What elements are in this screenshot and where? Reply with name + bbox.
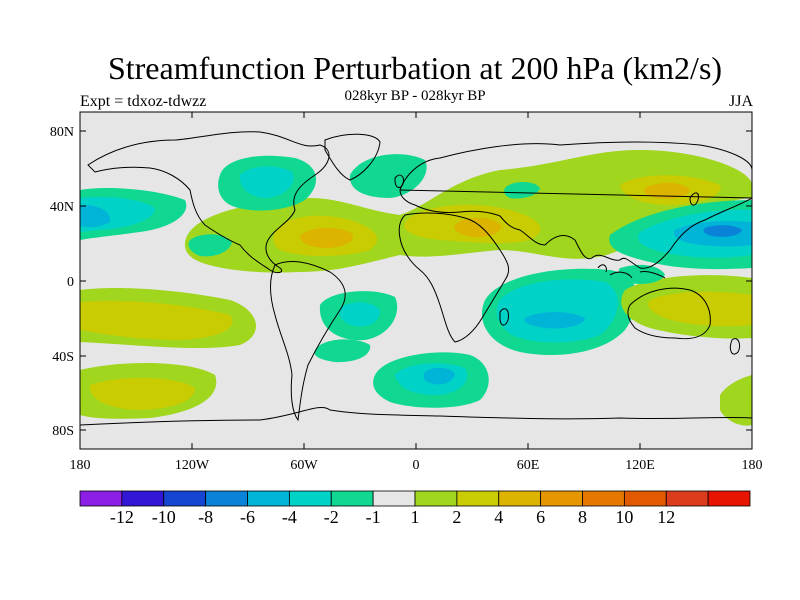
colorbar-swatch [205, 490, 248, 507]
lat-label: 40N [50, 200, 74, 215]
colorbar-swatch [247, 490, 290, 507]
contour-band-minus6 [703, 225, 742, 237]
colorbar-label: -12 [110, 507, 134, 527]
colorbar-swatch [456, 490, 500, 507]
contour-band-minus4 [423, 367, 455, 385]
colorbar-label: 10 [615, 507, 633, 527]
colorbar [79, 490, 751, 507]
lon-label: 120W [175, 458, 210, 473]
contour-band-minus2 [339, 302, 380, 327]
lon-label: 180 [742, 458, 763, 473]
contour-band-negative [504, 182, 540, 199]
colorbar-label: 12 [657, 507, 675, 527]
colorbar-swatch [414, 490, 458, 507]
colorbar-swatch [498, 490, 542, 507]
lon-tick-marks [79, 112, 753, 449]
contour-band-4 [89, 377, 195, 410]
experiment-label: Expt = tdxoz-tdwzz [80, 93, 207, 110]
lon-label: 180 [70, 458, 91, 473]
map-title: Streamfunction Perturbation at 200 hPa (… [107, 50, 723, 86]
colorbar-swatch [540, 490, 583, 507]
lat-label: 80N [50, 125, 74, 140]
colorbar-swatch [163, 490, 207, 507]
colorbar-label: 1 [411, 507, 420, 527]
contour-band-6 [643, 182, 690, 199]
contour-band-minus4 [80, 204, 111, 228]
colorbar-label: 8 [578, 507, 587, 527]
colorbar-label: 2 [452, 507, 461, 527]
contour-band-negative [188, 234, 232, 257]
colorbar-label: 4 [494, 507, 503, 527]
colorbar-label: -4 [282, 507, 297, 527]
lon-label: 60E [517, 458, 540, 473]
colorbar-swatch [288, 490, 332, 507]
lat-tick-marks [80, 130, 752, 431]
colorbar-label: -8 [198, 507, 213, 527]
colorbar-label: 6 [536, 507, 545, 527]
contour-band-minus2 [239, 166, 294, 198]
lat-label: 40S [52, 350, 74, 365]
colorbar-swatch [330, 490, 374, 507]
colorbar-label: -1 [366, 507, 381, 527]
contour-band-positive [720, 375, 752, 426]
coastlines [80, 131, 752, 426]
contour-band-6 [300, 227, 354, 248]
lat-label: 80S [52, 424, 74, 439]
colorbar-swatch [372, 490, 416, 507]
lon-label: 60W [290, 458, 318, 473]
lon-label: 120E [625, 458, 655, 473]
contour-band-minus4 [524, 312, 585, 329]
contour-fill-layer [80, 131, 752, 426]
colorbar-label: -2 [324, 507, 339, 527]
contour-band-4 [80, 300, 233, 340]
contour-band-minus2 [496, 279, 618, 343]
colorbar-swatch [665, 490, 709, 507]
colorbar-swatch [79, 490, 123, 507]
colorbar-label: -10 [152, 507, 176, 527]
colorbar-swatch [707, 490, 751, 507]
contour-band-4 [648, 291, 752, 327]
colorbar-label: -6 [240, 507, 255, 527]
colorbar-swatch [623, 490, 667, 507]
season-label: JJA [728, 93, 753, 110]
contour-band-negative [618, 264, 665, 284]
lat-label: 0 [67, 275, 74, 290]
colorbar-swatch [582, 490, 625, 507]
contour-band-6 [454, 217, 501, 238]
colorbar-swatch [121, 490, 165, 507]
colorbar-labels: -12 -10 -8 -6 -4 -2 -1 1 2 4 6 8 10 12 [110, 507, 675, 527]
map-subtitle: 028kyr BP - 028kyr BP [344, 88, 486, 104]
contour-band-negative [314, 339, 371, 363]
lon-label: 0 [413, 458, 420, 473]
